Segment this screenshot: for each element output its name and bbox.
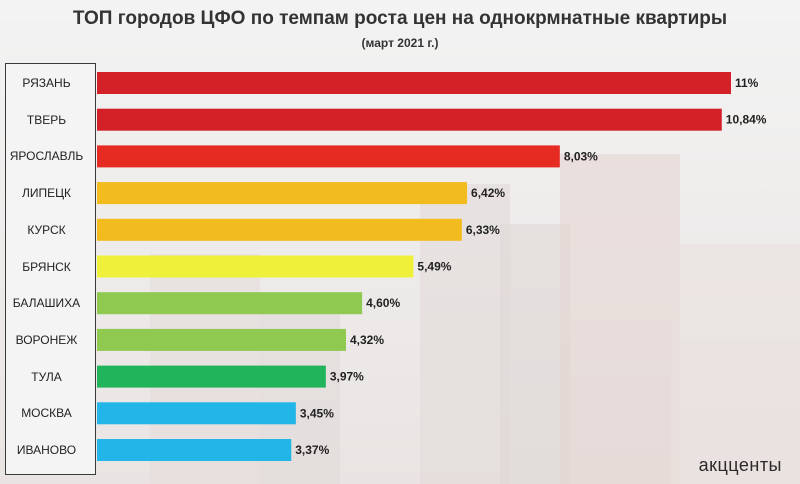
bar-3 (97, 182, 468, 205)
category-label-panel (5, 63, 96, 475)
category-label-7: ВОРОНЕЖ (15, 332, 78, 347)
chart-subtitle: (март 2021 г.) (361, 36, 439, 50)
category-label-8: ТУЛА (31, 369, 62, 384)
value-label-3: 6,42% (471, 186, 505, 200)
bar-7 (97, 328, 346, 351)
bar-4 (97, 218, 462, 241)
value-label-4: 6,33% (466, 223, 500, 237)
bar-6 (97, 292, 363, 315)
bar-9 (97, 402, 296, 425)
category-label-4: КУРСК (27, 222, 66, 237)
category-label-1: ТВЕРЬ (26, 112, 67, 127)
value-label-10: 3,37% (295, 443, 329, 457)
value-label-2: 8,03% (564, 149, 598, 163)
bar-10 (97, 439, 292, 461)
value-label-5: 5,49% (417, 260, 451, 274)
bar-5 (97, 255, 414, 278)
chart-title: ТОП городов ЦФО по темпам роста цен на о… (72, 8, 728, 29)
value-label-6: 4,60% (366, 296, 400, 310)
bar-8 (97, 365, 326, 388)
value-label-1: 10,84% (726, 113, 767, 127)
category-label-5: БРЯНСК (22, 259, 71, 274)
bar-0 (97, 72, 731, 94)
category-label-6: БАЛАШИХА (12, 296, 81, 311)
value-label-0: 11% (735, 76, 759, 90)
bar-2 (97, 145, 560, 168)
bar-1 (97, 108, 722, 131)
value-label-9: 3,45% (300, 406, 334, 420)
category-label-3: ЛИПЕЦК (22, 186, 71, 201)
category-label-9: МОСКВА (21, 406, 72, 421)
category-label-10: ИВАНОВО (16, 443, 77, 457)
brand-logo: акцценты (698, 455, 782, 475)
value-label-8: 3,97% (330, 370, 364, 384)
value-label-7: 4,32% (350, 333, 384, 347)
category-label-0: РЯЗАНЬ (22, 76, 71, 90)
category-label-2: ЯРОСЛАВЛЬ (9, 149, 84, 164)
